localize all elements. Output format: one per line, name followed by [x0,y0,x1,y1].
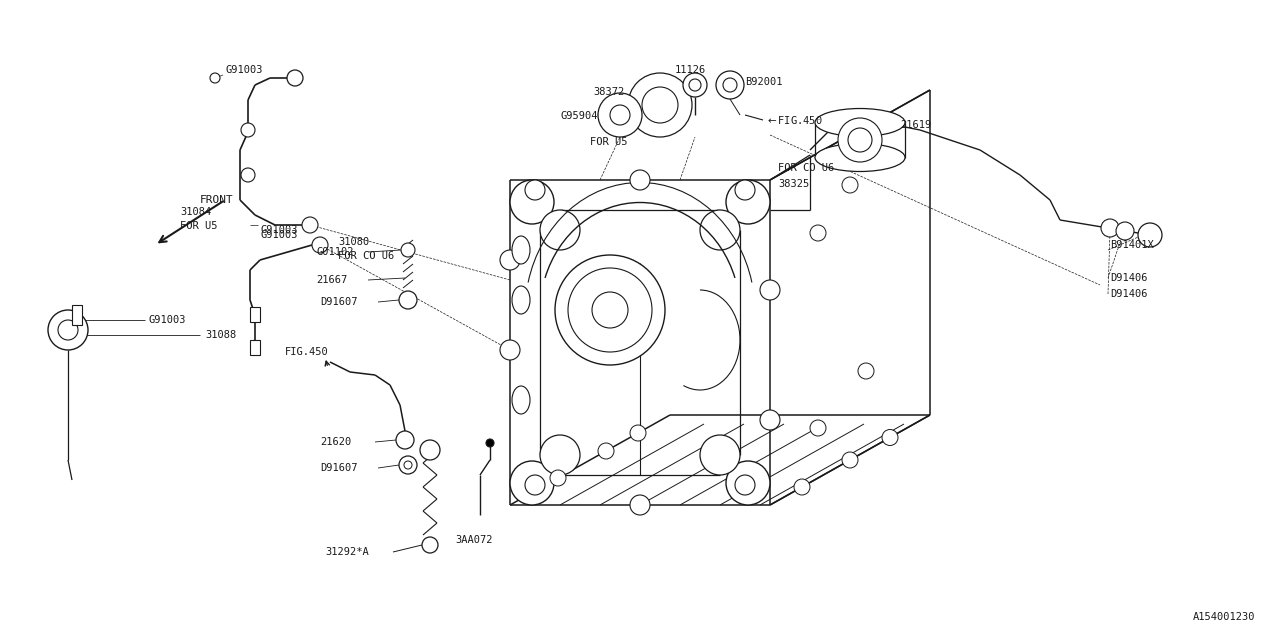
Ellipse shape [815,143,905,172]
Text: 11126: 11126 [675,65,707,75]
Circle shape [611,105,630,125]
Circle shape [842,452,858,468]
Circle shape [726,180,771,224]
Circle shape [838,118,882,162]
Text: $\leftarrow$FIG.450: $\leftarrow$FIG.450 [765,114,823,126]
Text: 21667: 21667 [316,275,347,285]
Circle shape [723,78,737,92]
Circle shape [287,70,303,86]
Text: 3AA072: 3AA072 [454,535,493,545]
Circle shape [312,237,328,253]
Bar [250,340,260,355]
Circle shape [735,475,755,495]
Ellipse shape [512,386,530,414]
Circle shape [422,537,438,553]
Circle shape [735,180,755,200]
Circle shape [630,170,650,190]
Circle shape [404,461,412,469]
Circle shape [700,210,740,250]
Ellipse shape [512,236,530,264]
Text: 38372: 38372 [594,87,625,97]
Text: A154001230: A154001230 [1193,612,1254,622]
Ellipse shape [512,286,530,314]
Circle shape [684,73,707,97]
Text: D91607: D91607 [320,463,357,473]
Text: 21620: 21620 [320,437,351,447]
Text: 31088: 31088 [205,330,237,340]
Text: D91406: D91406 [1110,273,1147,283]
Circle shape [760,280,780,300]
Text: 31080: 31080 [338,237,369,247]
Circle shape [540,210,580,250]
Text: FIG.450: FIG.450 [285,347,329,357]
Circle shape [716,71,744,99]
Circle shape [399,291,417,309]
Text: FOR U5: FOR U5 [180,221,218,231]
Ellipse shape [815,109,905,136]
Circle shape [302,217,317,233]
Circle shape [509,461,554,505]
Circle shape [1116,222,1134,240]
Circle shape [550,470,566,486]
Circle shape [568,268,652,352]
Circle shape [241,123,255,137]
Circle shape [486,439,494,447]
Text: FOR U5: FOR U5 [590,137,627,147]
Circle shape [810,420,826,436]
Circle shape [500,340,520,360]
Circle shape [598,93,643,137]
Circle shape [630,495,650,515]
Circle shape [396,431,413,449]
Circle shape [401,243,415,257]
Circle shape [540,435,580,475]
Circle shape [58,320,78,340]
Text: 21619: 21619 [900,120,932,130]
Text: FRONT: FRONT [200,195,234,205]
Circle shape [643,87,678,123]
Circle shape [593,292,628,328]
Circle shape [858,363,874,379]
Circle shape [882,429,899,445]
Text: 31084: 31084 [180,207,211,217]
Circle shape [556,255,666,365]
Circle shape [794,479,810,495]
Circle shape [760,410,780,430]
Text: G95904: G95904 [561,111,598,121]
Text: FOR CO U6: FOR CO U6 [778,163,835,173]
Circle shape [726,461,771,505]
Text: B91401X: B91401X [1110,240,1153,250]
Circle shape [500,250,520,270]
Text: FOR CO U6: FOR CO U6 [338,251,394,261]
Circle shape [842,177,858,193]
Circle shape [628,73,692,137]
Bar [250,307,260,322]
Circle shape [525,180,545,200]
Circle shape [700,435,740,475]
Circle shape [689,79,701,91]
Text: D91406: D91406 [1110,289,1147,299]
Circle shape [509,180,554,224]
Text: B92001: B92001 [745,77,782,87]
Text: G91003: G91003 [148,315,186,325]
Circle shape [1101,219,1119,237]
Circle shape [399,456,417,474]
Text: G91003: G91003 [260,230,297,240]
Circle shape [525,475,545,495]
Text: G91003: G91003 [260,225,297,235]
Text: 31292*A: 31292*A [325,547,369,557]
Circle shape [49,310,88,350]
Text: G01102: G01102 [316,247,353,257]
Circle shape [849,128,872,152]
Circle shape [210,73,220,83]
Circle shape [810,225,826,241]
Circle shape [241,168,255,182]
Circle shape [1138,223,1162,247]
Circle shape [598,443,614,459]
Bar [72,305,82,325]
Circle shape [420,440,440,460]
Text: D91607: D91607 [320,297,357,307]
Text: 38325: 38325 [778,179,809,189]
Circle shape [630,425,646,441]
Text: G91003: G91003 [225,65,262,75]
